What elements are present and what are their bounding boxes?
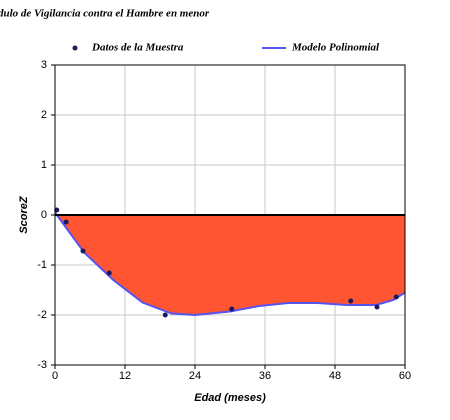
legend-label: Modelo Polinomial	[291, 42, 380, 54]
x-tick-label: 12	[119, 370, 131, 382]
legend-marker	[72, 45, 78, 51]
point	[63, 219, 69, 225]
y-tick-label: -1	[37, 259, 47, 271]
area	[55, 212, 405, 315]
point	[162, 312, 168, 318]
x-tick-label: 60	[399, 370, 411, 382]
point	[393, 294, 399, 300]
x-tick-label: 48	[329, 370, 341, 382]
x-axis-label: Edad (meses)	[194, 392, 266, 404]
y-axis-label: ScoreZ	[18, 195, 30, 234]
chart-title: dulo de Vigilancia contra el Hambre en m…	[0, 8, 210, 20]
y-tick-label: -3	[37, 359, 47, 371]
x-tick-label: 24	[189, 370, 201, 382]
point	[374, 304, 380, 310]
x-tick-label: 0	[52, 370, 58, 382]
point	[348, 298, 354, 304]
line	[54, 211, 406, 317]
y-tick-label: 3	[41, 59, 47, 71]
point	[229, 306, 235, 312]
y-tick-label: 2	[41, 109, 47, 121]
y-tick-label: 1	[41, 159, 47, 171]
x-tick-label: 36	[259, 370, 271, 382]
plot-border	[54, 64, 406, 366]
legend-label: Datos de la Muestra	[91, 42, 184, 54]
point	[106, 270, 112, 276]
y-tick-label: 0	[41, 209, 47, 221]
point	[80, 248, 86, 254]
y-tick-label: -2	[37, 309, 47, 321]
